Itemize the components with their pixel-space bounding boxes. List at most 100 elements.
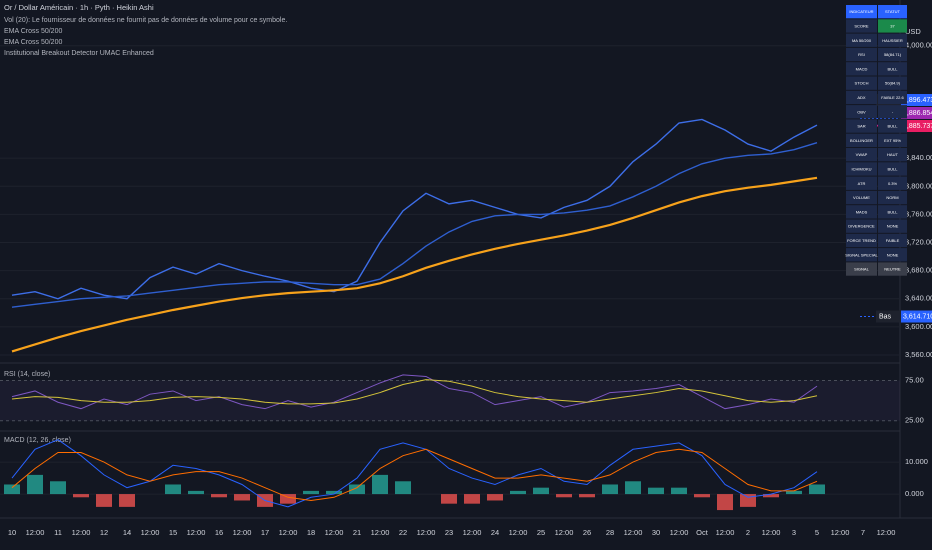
table-cell xyxy=(878,190,907,205)
histogram-bar xyxy=(717,494,733,511)
table-cell xyxy=(878,205,907,219)
x-tick-label: 21 xyxy=(353,528,361,537)
table-cell xyxy=(878,262,907,276)
x-tick-label: 12:00 xyxy=(417,528,436,537)
histogram-bar xyxy=(556,494,572,498)
x-tick-label: 12:00 xyxy=(187,528,206,537)
table-text: MA 50/200 xyxy=(852,38,872,43)
histogram-bar xyxy=(349,484,365,495)
table-text: MADS xyxy=(856,209,868,214)
x-tick-label: 12:00 xyxy=(762,528,781,537)
table-cell xyxy=(878,176,907,190)
x-tick-label: 10 xyxy=(8,528,16,537)
table-cell xyxy=(846,90,877,105)
x-tick-label: 11 xyxy=(54,528,62,537)
x-tick-label: 17 xyxy=(261,528,269,537)
histogram-bar xyxy=(464,494,480,504)
table-text: BULL xyxy=(887,66,898,71)
table-cell xyxy=(878,47,907,62)
table-text: SAR xyxy=(857,124,865,129)
series-line xyxy=(11,448,818,501)
legend-line: EMA Cross 50/200 xyxy=(4,28,62,35)
price-label-box xyxy=(901,107,932,119)
x-tick-label: 12 xyxy=(100,528,108,537)
table-text: ADX xyxy=(857,95,866,100)
x-tick-label: 12:00 xyxy=(831,528,850,537)
table-cell xyxy=(878,5,907,19)
table-text: EXT 95% xyxy=(884,138,901,143)
x-tick-label: 24 xyxy=(491,528,499,537)
table-cell xyxy=(846,219,877,233)
y-tick-label: 3,720.000 xyxy=(905,237,932,246)
histogram-bar xyxy=(510,490,526,495)
table-text: BULL xyxy=(887,209,898,214)
price-label: 3,614.710 xyxy=(903,313,932,320)
histogram-bar xyxy=(809,484,825,495)
table-cell xyxy=(846,47,877,62)
histogram-bar xyxy=(211,494,227,498)
histogram-bar xyxy=(96,494,112,507)
table-text: SCORE xyxy=(854,24,869,29)
x-tick-label: 23 xyxy=(445,528,453,537)
table-cell xyxy=(878,148,907,162)
pane-title: MACD (12, 26, close) xyxy=(4,437,71,444)
table-cell xyxy=(846,248,877,262)
price-tag-box xyxy=(876,310,900,323)
histogram-bar xyxy=(303,490,319,495)
histogram-bar xyxy=(234,494,250,501)
x-tick-label: Oct xyxy=(696,528,709,537)
legend-line: EMA Cross 50/200 xyxy=(4,39,62,46)
y-tick-label: 3,680.000 xyxy=(905,266,932,275)
table-text: HAUT xyxy=(887,152,898,157)
histogram-bar xyxy=(763,494,779,498)
table-cell xyxy=(846,190,877,205)
y-tick-label: 3,560.000 xyxy=(905,350,932,359)
histogram-bar xyxy=(625,481,641,495)
table-text: RSI xyxy=(858,52,865,57)
y-tick-label: 0.000 xyxy=(905,489,924,498)
table-cell xyxy=(878,33,907,47)
x-tick-label: 12:00 xyxy=(371,528,390,537)
table-text: NONE xyxy=(887,224,899,229)
x-tick-label: 12:00 xyxy=(26,528,45,537)
table-text: DIVERGENCE xyxy=(848,224,875,229)
y-tick-label: 3,800.000 xyxy=(905,181,932,190)
table-cell xyxy=(846,62,877,76)
table-cell xyxy=(846,162,877,176)
table-text: OBV xyxy=(857,109,866,114)
table-text: HAUSSIER xyxy=(882,38,903,43)
histogram-bar xyxy=(786,490,802,495)
table-text: 50(84.9) xyxy=(885,81,901,86)
x-tick-label: 2 xyxy=(746,528,750,537)
table-text: INDICATEUR xyxy=(849,9,873,14)
table-cell xyxy=(846,205,877,219)
y-tick-label: 4,000.000 xyxy=(905,41,932,50)
x-tick-label: 5 xyxy=(815,528,819,537)
histogram-bar xyxy=(372,474,388,495)
table-text: 0.3% xyxy=(888,181,898,186)
series-line xyxy=(11,142,818,308)
price-label-box xyxy=(901,94,932,106)
table-text: NEUTRE xyxy=(884,267,901,272)
table-cell xyxy=(878,133,907,147)
x-tick-label: 12:00 xyxy=(325,528,344,537)
histogram-bar xyxy=(73,494,89,498)
x-tick-label: 3 xyxy=(792,528,796,537)
histogram-bar xyxy=(602,484,618,495)
pane-title: RSI (14, close) xyxy=(4,371,50,378)
price-label-box xyxy=(901,310,932,323)
table-text: 37 xyxy=(890,24,895,29)
histogram-bar xyxy=(487,494,503,501)
histogram-bar xyxy=(579,494,595,498)
histogram-bar xyxy=(694,494,710,498)
histogram-bar xyxy=(671,487,687,495)
histogram-bar xyxy=(165,484,181,495)
price-label-box xyxy=(901,120,932,132)
x-tick-label: 12:00 xyxy=(716,528,735,537)
table-cell xyxy=(878,105,907,119)
x-tick-label: 12:00 xyxy=(279,528,298,537)
x-tick-label: 25 xyxy=(537,528,545,537)
symbol-title: Or / Dollar Américain · 1h · Pyth · Heik… xyxy=(4,3,154,12)
